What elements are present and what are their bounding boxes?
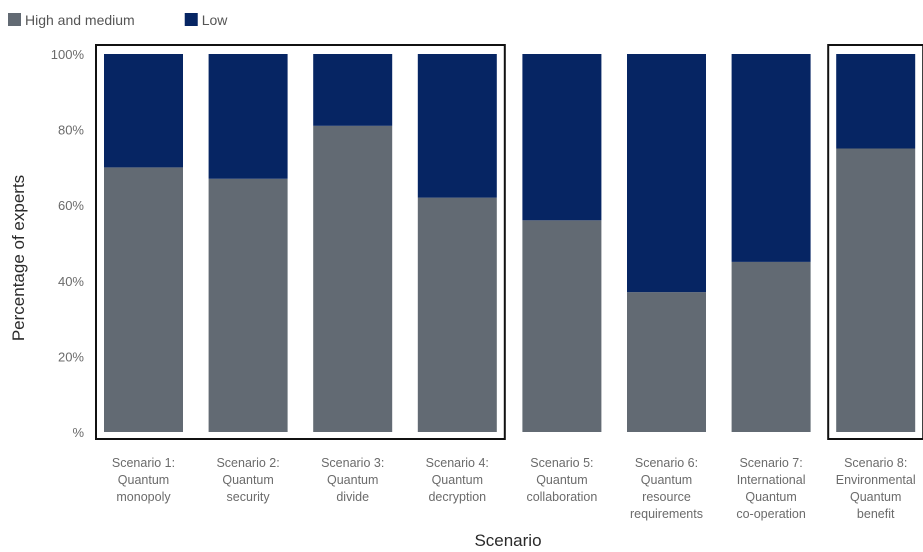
legend-swatch-1 [185,13,198,26]
y-tick-label: 40% [58,274,84,289]
bars [104,54,915,432]
category-label: International [737,473,806,487]
category-label: Scenario 1: [112,456,175,470]
category-label: benefit [857,507,895,521]
category-label: Scenario 3: [321,456,384,470]
bar-segment [732,54,811,262]
category-label: resource [642,490,691,504]
y-axis: % 20% 40% 60% 80% 100% [51,47,85,440]
category-label: decryption [428,490,486,504]
category-label: Scenario 6: [635,456,698,470]
category-label: Quantum [118,473,169,487]
category-label: Environmental [836,473,916,487]
bar-segment [522,220,601,432]
bar-segment [104,54,183,167]
category-label: Scenario 8: [844,456,907,470]
category-label: Quantum [536,473,587,487]
bar-segment [209,54,288,179]
category-label: collaboration [526,490,597,504]
bar-segment [627,54,706,292]
y-tick-label: % [72,425,84,440]
legend-label-0: High and medium [25,12,135,28]
bar-segment [627,292,706,432]
bar-segment [104,167,183,432]
category-label: Scenario 2: [216,456,279,470]
bar-segment [418,198,497,432]
category-label: Quantum [432,473,483,487]
bar-segment [732,262,811,432]
category-label: Quantum [222,473,273,487]
legend: High and medium Low [8,12,228,28]
category-label: Quantum [850,490,901,504]
category-label: co-operation [736,507,806,521]
category-label: Scenario 7: [739,456,802,470]
bar-segment [836,54,915,149]
bar-segment [418,54,497,198]
category-label: requirements [630,507,703,521]
category-label: divide [336,490,369,504]
legend-label-1: Low [202,12,229,28]
y-tick-label: 100% [51,47,85,62]
category-label: Quantum [641,473,692,487]
x-axis: Scenario 1: Quantum monopoly Scenario 2: Qua… [112,456,916,521]
y-tick-label: 60% [58,198,84,213]
category-label: Scenario 5: [530,456,593,470]
category-label: Quantum [327,473,378,487]
x-axis-title: Scenario [474,531,541,550]
bar-segment [836,149,915,433]
category-label: security [227,490,271,504]
y-tick-label: 80% [58,123,84,138]
y-axis-title: Percentage of experts [9,175,28,341]
y-tick-label: 20% [58,349,84,364]
category-label: Scenario 4: [426,456,489,470]
category-label: Quantum [745,490,796,504]
legend-swatch-0 [8,13,21,26]
bar-segment [522,54,601,220]
bar-segment [209,179,288,432]
bar-segment [313,126,392,432]
category-label: monopoly [116,490,171,504]
bar-segment [313,54,392,126]
